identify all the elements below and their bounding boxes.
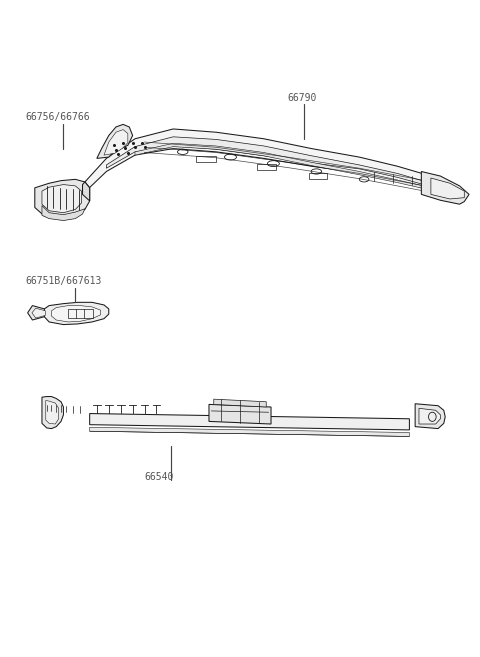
Bar — [68, 309, 93, 318]
Text: 66756/66766: 66756/66766 — [25, 112, 90, 122]
Polygon shape — [104, 129, 128, 155]
Polygon shape — [90, 427, 409, 436]
Polygon shape — [209, 405, 271, 424]
Polygon shape — [83, 129, 455, 198]
Polygon shape — [46, 401, 59, 424]
Polygon shape — [32, 308, 45, 318]
Polygon shape — [431, 178, 464, 199]
Polygon shape — [42, 397, 63, 428]
Polygon shape — [135, 143, 441, 193]
Polygon shape — [51, 306, 101, 322]
Polygon shape — [97, 124, 132, 158]
Bar — [309, 173, 327, 179]
Bar — [257, 164, 276, 170]
Polygon shape — [214, 399, 266, 407]
Polygon shape — [90, 413, 409, 430]
Text: 66790: 66790 — [288, 93, 317, 102]
Polygon shape — [83, 182, 90, 201]
Polygon shape — [421, 171, 469, 204]
Polygon shape — [42, 185, 82, 213]
Polygon shape — [44, 302, 109, 325]
Polygon shape — [28, 306, 44, 320]
Bar — [196, 156, 216, 162]
Polygon shape — [42, 206, 85, 221]
Polygon shape — [35, 179, 90, 219]
Text: 66751B/667613: 66751B/667613 — [25, 276, 102, 286]
Polygon shape — [415, 404, 445, 428]
Text: 66540: 66540 — [144, 472, 174, 482]
Polygon shape — [419, 408, 441, 424]
Polygon shape — [107, 137, 455, 194]
